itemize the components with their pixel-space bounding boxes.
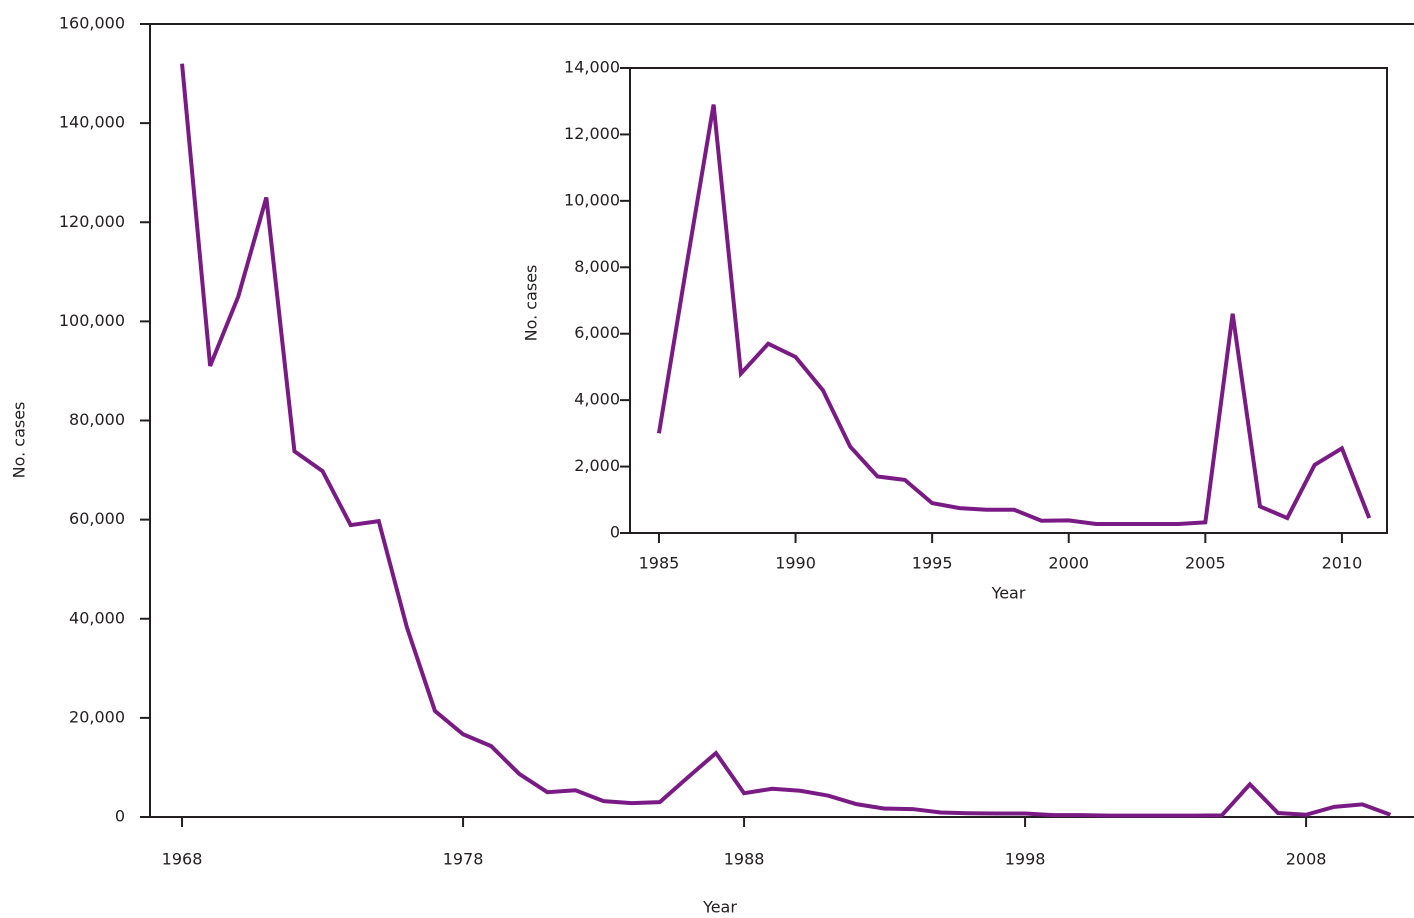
y-tick-label: 40,000 bbox=[69, 608, 125, 627]
y-axis-label: No. cases bbox=[522, 265, 541, 342]
y-tick-label: 140,000 bbox=[59, 113, 125, 132]
x-axis-label: Year bbox=[702, 898, 737, 917]
y-tick-label: 60,000 bbox=[69, 509, 125, 528]
y-tick-label: 100,000 bbox=[59, 311, 125, 330]
y-axis-label: No. cases bbox=[10, 402, 29, 479]
y-tick-label: 14,000 bbox=[564, 58, 620, 77]
x-axis-label: Year bbox=[991, 584, 1026, 603]
y-tick-label: 4,000 bbox=[574, 390, 620, 409]
y-tick-label: 80,000 bbox=[69, 410, 125, 429]
x-tick-label: 1988 bbox=[724, 850, 765, 869]
x-tick-label: 2008 bbox=[1286, 850, 1327, 869]
x-tick-label: 1995 bbox=[912, 554, 953, 573]
y-tick-label: 2,000 bbox=[574, 456, 620, 475]
y-tick-label: 120,000 bbox=[59, 212, 125, 231]
x-tick-label: 2000 bbox=[1048, 554, 1089, 573]
y-tick-label: 0 bbox=[610, 523, 620, 542]
data-line bbox=[180, 63, 1392, 818]
y-tick-label: 10,000 bbox=[564, 190, 620, 209]
y-tick-label: 6,000 bbox=[574, 323, 620, 342]
x-tick-label: 1968 bbox=[162, 850, 203, 869]
inset-frame bbox=[629, 67, 1388, 534]
x-tick-label: 1978 bbox=[443, 850, 484, 869]
x-tick-label: 2005 bbox=[1185, 554, 1226, 573]
y-tick-label: 0 bbox=[115, 807, 125, 826]
x-tick-label: 1998 bbox=[1005, 850, 1046, 869]
x-tick-label: 2010 bbox=[1322, 554, 1363, 573]
y-tick-label: 20,000 bbox=[69, 707, 125, 726]
x-tick-label: 1985 bbox=[639, 554, 680, 573]
y-tick-label: 12,000 bbox=[564, 124, 620, 143]
y-tick-label: 160,000 bbox=[59, 14, 125, 33]
x-tick-label: 1990 bbox=[775, 554, 816, 573]
y-tick-label: 8,000 bbox=[574, 257, 620, 276]
data-line bbox=[656, 104, 1372, 527]
